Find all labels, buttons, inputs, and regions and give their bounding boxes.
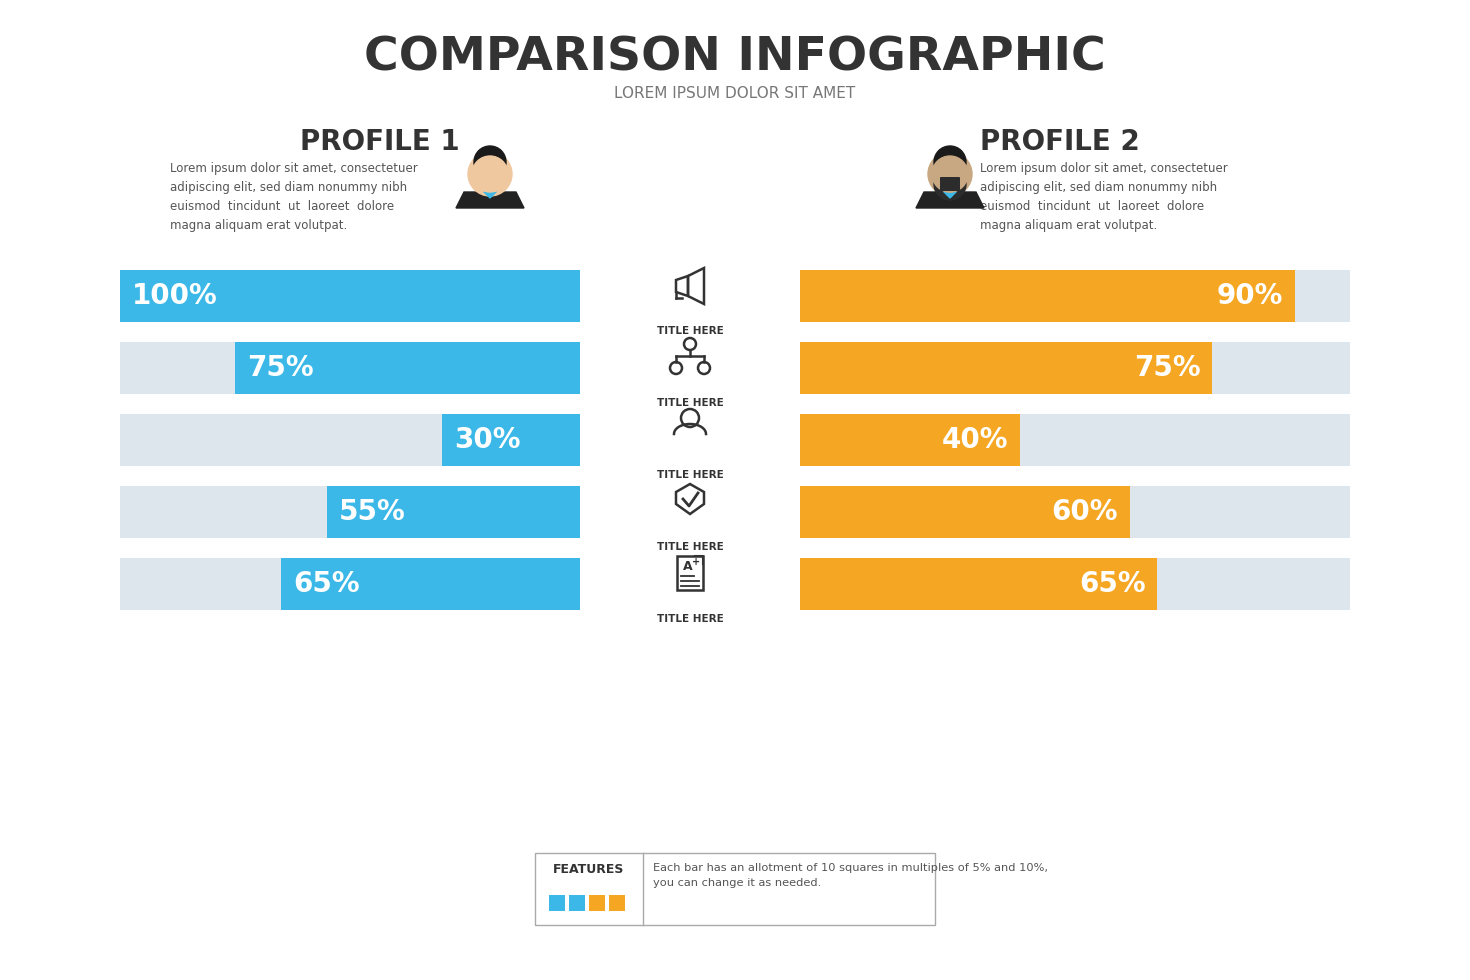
Text: 60%: 60% bbox=[1051, 498, 1119, 526]
Text: TITLE HERE: TITLE HERE bbox=[657, 470, 723, 480]
Circle shape bbox=[936, 164, 964, 192]
FancyBboxPatch shape bbox=[939, 177, 960, 191]
FancyBboxPatch shape bbox=[800, 414, 1020, 466]
Text: 65%: 65% bbox=[1079, 570, 1145, 598]
Text: A: A bbox=[684, 560, 692, 572]
Text: COMPARISON INFOGRAPHIC: COMPARISON INFOGRAPHIC bbox=[365, 35, 1105, 80]
FancyBboxPatch shape bbox=[121, 558, 581, 610]
Text: 75%: 75% bbox=[247, 354, 313, 382]
Text: LOREM IPSUM DOLOR SIT AMET: LOREM IPSUM DOLOR SIT AMET bbox=[614, 86, 856, 102]
Text: FEATURES: FEATURES bbox=[553, 862, 625, 875]
FancyBboxPatch shape bbox=[482, 176, 498, 192]
FancyBboxPatch shape bbox=[121, 342, 581, 394]
FancyBboxPatch shape bbox=[800, 270, 1349, 322]
Text: TITLE HERE: TITLE HERE bbox=[657, 326, 723, 336]
FancyBboxPatch shape bbox=[121, 486, 581, 538]
FancyBboxPatch shape bbox=[800, 414, 1349, 466]
Polygon shape bbox=[484, 178, 495, 198]
Circle shape bbox=[933, 146, 966, 178]
FancyBboxPatch shape bbox=[548, 895, 564, 911]
FancyBboxPatch shape bbox=[800, 558, 1349, 610]
Text: 30%: 30% bbox=[454, 426, 520, 454]
Text: TITLE HERE: TITLE HERE bbox=[657, 614, 723, 624]
FancyBboxPatch shape bbox=[800, 486, 1349, 538]
Circle shape bbox=[473, 146, 506, 178]
Text: 40%: 40% bbox=[941, 426, 1008, 454]
Circle shape bbox=[467, 152, 512, 196]
Circle shape bbox=[933, 168, 966, 200]
Circle shape bbox=[472, 156, 509, 192]
Text: Lorem ipsum dolor sit amet, consectetuer
adipiscing elit, sed diam nonummy nibh
: Lorem ipsum dolor sit amet, consectetuer… bbox=[171, 162, 417, 232]
FancyBboxPatch shape bbox=[938, 176, 961, 194]
FancyBboxPatch shape bbox=[800, 342, 1213, 394]
FancyBboxPatch shape bbox=[800, 342, 1349, 394]
Text: PROFILE 1: PROFILE 1 bbox=[300, 128, 460, 156]
FancyBboxPatch shape bbox=[569, 895, 585, 911]
Text: 55%: 55% bbox=[340, 498, 406, 526]
Circle shape bbox=[928, 152, 972, 196]
FancyBboxPatch shape bbox=[800, 558, 1157, 610]
FancyBboxPatch shape bbox=[121, 270, 581, 322]
FancyBboxPatch shape bbox=[609, 895, 625, 911]
Text: PROFILE 2: PROFILE 2 bbox=[980, 128, 1139, 156]
Text: TITLE HERE: TITLE HERE bbox=[657, 398, 723, 408]
FancyBboxPatch shape bbox=[800, 270, 1295, 322]
Polygon shape bbox=[916, 192, 983, 208]
Polygon shape bbox=[944, 178, 956, 198]
FancyBboxPatch shape bbox=[326, 486, 581, 538]
Text: +: + bbox=[692, 557, 700, 567]
FancyBboxPatch shape bbox=[235, 342, 581, 394]
Text: Lorem ipsum dolor sit amet, consectetuer
adipiscing elit, sed diam nonummy nibh
: Lorem ipsum dolor sit amet, consectetuer… bbox=[980, 162, 1227, 232]
FancyBboxPatch shape bbox=[800, 486, 1130, 538]
Text: 75%: 75% bbox=[1133, 354, 1201, 382]
Text: 100%: 100% bbox=[132, 282, 218, 310]
FancyBboxPatch shape bbox=[442, 414, 581, 466]
Polygon shape bbox=[456, 192, 523, 208]
Text: 90%: 90% bbox=[1217, 282, 1283, 310]
FancyBboxPatch shape bbox=[121, 414, 581, 466]
Text: Each bar has an allotment of 10 squares in multiples of 5% and 10%,
you can chan: Each bar has an allotment of 10 squares … bbox=[653, 863, 1048, 888]
FancyBboxPatch shape bbox=[589, 895, 606, 911]
FancyBboxPatch shape bbox=[942, 176, 958, 192]
Circle shape bbox=[932, 156, 969, 192]
Text: 65%: 65% bbox=[293, 570, 360, 598]
FancyBboxPatch shape bbox=[281, 558, 581, 610]
FancyBboxPatch shape bbox=[121, 270, 581, 322]
Text: TITLE HERE: TITLE HERE bbox=[657, 542, 723, 552]
